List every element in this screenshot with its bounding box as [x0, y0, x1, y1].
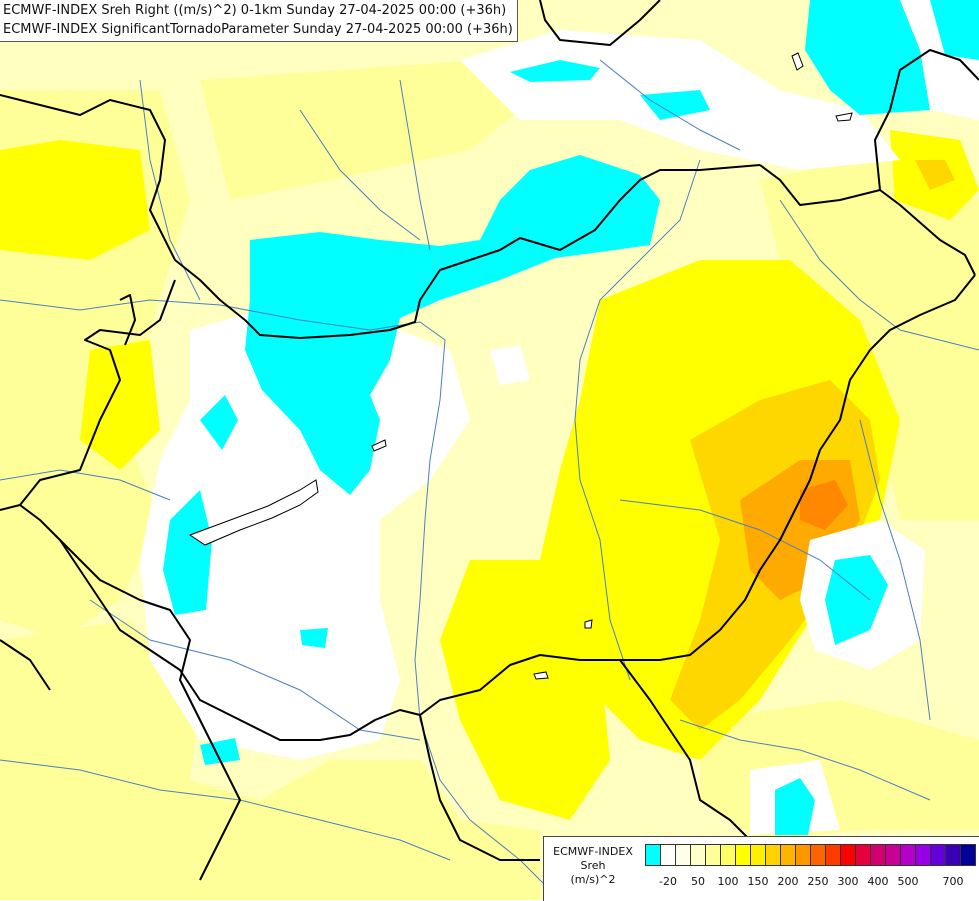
cyan-south [200, 738, 240, 765]
lake-north [791, 52, 804, 71]
title-line-stp: ECMWF-INDEX SignificantTornadoParameter … [3, 22, 513, 37]
legend-swatch [735, 844, 751, 866]
yellow-far-west [0, 140, 150, 260]
cyan-south-small [300, 628, 328, 648]
cyan-north-band [245, 155, 660, 495]
legend-swatch [960, 844, 976, 866]
country-borders [0, 0, 979, 881]
border-slovenia [0, 504, 51, 691]
river-morava [139, 79, 201, 301]
border-serbia-romania [619, 659, 751, 841]
border-hungary-austria [19, 279, 176, 506]
light-yellow-north [200, 60, 520, 200]
border-czech-slovakia [0, 94, 246, 321]
legend-swatch [945, 844, 961, 866]
gold-east-top [915, 160, 955, 190]
river-drava [89, 599, 421, 741]
cyan-southeast [775, 778, 815, 835]
legend-swatch [690, 844, 706, 866]
border-hungary-serbia [19, 504, 620, 741]
legend-swatch [885, 844, 901, 866]
border-serbia-croatia [419, 714, 540, 861]
river-vah [399, 79, 431, 251]
title-line-sreh: ECMWF-INDEX Sreh Right ((m/s)^2) 0-1km S… [3, 3, 507, 18]
legend-swatch [930, 844, 946, 866]
legend-swatches [645, 844, 976, 866]
legend-tick-label: 700 [942, 875, 964, 888]
lake-small-central [371, 439, 387, 452]
cyan-southwest [163, 490, 212, 615]
deep-orange-core [800, 480, 848, 530]
legend-swatch [705, 844, 721, 866]
cyan-top-strip [510, 60, 600, 82]
legend-source: ECMWF-INDEX [553, 845, 633, 858]
legend-label: ECMWF-INDEX Sreh (m/s)^2 [544, 845, 642, 887]
cyan-top-corner [930, 0, 979, 60]
river-olt [859, 419, 931, 721]
light-yellow-south [0, 620, 540, 900]
legend-tick-label: 300 [837, 875, 859, 888]
legend-tick-label: 250 [807, 875, 829, 888]
legend-tick-label: 100 [717, 875, 739, 888]
lakes [188, 52, 853, 680]
legend-tick-label: 500 [897, 875, 919, 888]
river-tisza [574, 159, 701, 681]
legend-swatch [840, 844, 856, 866]
lake-southeast [584, 619, 593, 629]
white-river-patch [490, 345, 530, 385]
legend-swatch [825, 844, 841, 866]
light-yellow-east [760, 150, 979, 520]
river-northeast [599, 59, 741, 151]
legend-swatch [750, 844, 766, 866]
legend-swatch [810, 844, 826, 866]
color-legend: ECMWF-INDEX Sreh (m/s)^2 -20 50 100 150 200 2… [543, 836, 979, 901]
river-south-east [679, 719, 931, 801]
yellow-west-middle [80, 340, 160, 470]
cyan-north-small [640, 90, 710, 120]
legend-ticks: -20 50 100 150 200 250 300 400 500 700 [645, 875, 979, 891]
legend-swatch [795, 844, 811, 866]
lake-balaton [188, 479, 319, 546]
map-title: ECMWF-INDEX Sreh Right ((m/s)^2) 0-1km S… [0, 0, 518, 42]
river-mures [619, 499, 871, 601]
lake-northeast [835, 112, 853, 122]
legend-swatch [645, 844, 661, 866]
legend-swatch [915, 844, 931, 866]
cyan-west [200, 395, 238, 450]
rivers [0, 59, 979, 900]
river-east [779, 199, 979, 351]
border-small-west [119, 294, 136, 346]
river-danube [0, 299, 561, 900]
legend-tick-label: 200 [777, 875, 799, 888]
legend-swatch [675, 844, 691, 866]
legend-unit: (m/s)^2 [570, 873, 616, 886]
lake-east-small [533, 671, 549, 680]
river-west [0, 469, 171, 501]
border-slovakia-hungary [244, 164, 761, 339]
border-croatia-bosnia [59, 539, 241, 881]
cyan-northeast [805, 0, 930, 115]
legend-swatch [855, 844, 871, 866]
legend-variable: Sreh [580, 859, 606, 872]
river-north [299, 109, 421, 241]
yellow-south-central [440, 560, 610, 820]
legend-swatch [660, 844, 676, 866]
border-ukraine-east [874, 49, 979, 191]
legend-swatch [765, 844, 781, 866]
legend-tick-label: -20 [659, 875, 677, 888]
legend-tick-label: 400 [867, 875, 889, 888]
cyan-east [825, 555, 888, 645]
border-north-top [539, 0, 661, 46]
legend-swatch [900, 844, 916, 866]
legend-tick-label: 150 [747, 875, 769, 888]
legend-swatch [870, 844, 886, 866]
border-hungary-romania [620, 274, 976, 661]
legend-swatch [780, 844, 796, 866]
legend-swatch [720, 844, 736, 866]
legend-tick-label: 50 [691, 875, 705, 888]
